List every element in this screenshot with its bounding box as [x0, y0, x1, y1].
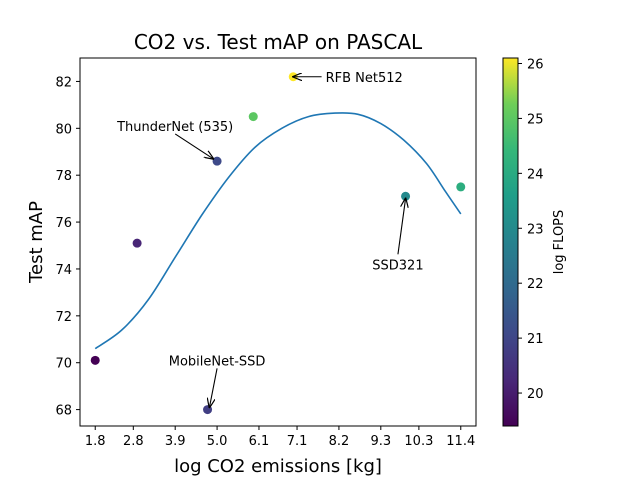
x-tick-label: 6.1	[249, 434, 270, 449]
annotation-arrow	[397, 199, 406, 255]
colorbar-label: log FLOPS	[552, 210, 567, 275]
x-axis-ticks: 1.8 2.8 3.9 5.0 6.1 7.1 8.2 9.3 10.3 11.4	[85, 426, 475, 449]
annotations: RFB Net512 ThunderNet (535) SSD321 MobileNe…	[116, 71, 424, 407]
annotation-label: MobileNet-SSD	[169, 354, 266, 369]
x-tick-label: 8.2	[329, 434, 350, 449]
y-tick-label: 74	[55, 263, 72, 278]
scatter-point	[203, 405, 213, 415]
annotation-label: ThunderNet (535)	[116, 120, 233, 135]
colorbar-tick-label: 25	[527, 112, 544, 127]
colorbar-tick-label: 23	[527, 222, 544, 237]
y-axis-ticks: 68 70 72 74 76 78 80 82	[55, 75, 80, 419]
y-tick-label: 70	[55, 357, 72, 372]
x-tick-label: 1.8	[85, 434, 106, 449]
y-tick-label: 80	[55, 122, 72, 137]
colorbar: 20 21 22 23 24 25 26 log FLOPS	[502, 57, 567, 427]
scatter-point	[132, 238, 142, 248]
x-tick-label: 2.8	[123, 434, 144, 449]
scatter-point	[90, 355, 100, 365]
y-tick-label: 78	[55, 169, 72, 184]
x-tick-label: 5.0	[207, 434, 228, 449]
annotation-label: RFB Net512	[326, 71, 403, 86]
x-tick-label: 10.3	[404, 434, 433, 449]
annotation-arrow	[174, 133, 213, 159]
y-axis-label: Test mAP	[26, 201, 47, 284]
colorbar-tick-label: 26	[527, 57, 544, 72]
x-tick-label: 3.9	[165, 434, 186, 449]
colorbar-tick-label: 24	[527, 167, 544, 182]
x-tick-label: 11.4	[446, 434, 475, 449]
x-tick-label: 9.3	[370, 434, 391, 449]
plot-frame	[79, 57, 477, 427]
colorbar-tick-label: 22	[527, 277, 544, 292]
fit-curve	[94, 112, 462, 350]
chart-title: CO2 vs. Test mAP on PASCAL	[134, 30, 423, 54]
y-tick-label: 82	[55, 75, 72, 90]
scatter-point	[212, 156, 222, 166]
scatter-point	[248, 112, 258, 122]
colorbar-ticks: 20 21 22 23 24 25 26	[518, 57, 544, 402]
colorbar-tick-label: 21	[527, 332, 544, 347]
x-axis-label: log CO2 emissions [kg]	[174, 456, 382, 477]
scatter-point	[456, 182, 466, 192]
y-tick-label: 68	[55, 404, 72, 419]
annotation-label: SSD321	[372, 258, 423, 273]
annotation-arrow	[209, 368, 218, 407]
colorbar-gradient	[502, 57, 519, 427]
colorbar-tick-label: 20	[527, 387, 544, 402]
x-tick-label: 7.1	[287, 434, 308, 449]
plot-area: 1.8 2.8 3.9 5.0 6.1 7.1 8.2 9.3 10.3 11.4 68 70 72 7…	[55, 57, 477, 449]
y-tick-label: 76	[55, 216, 72, 231]
y-tick-label: 72	[55, 310, 72, 325]
